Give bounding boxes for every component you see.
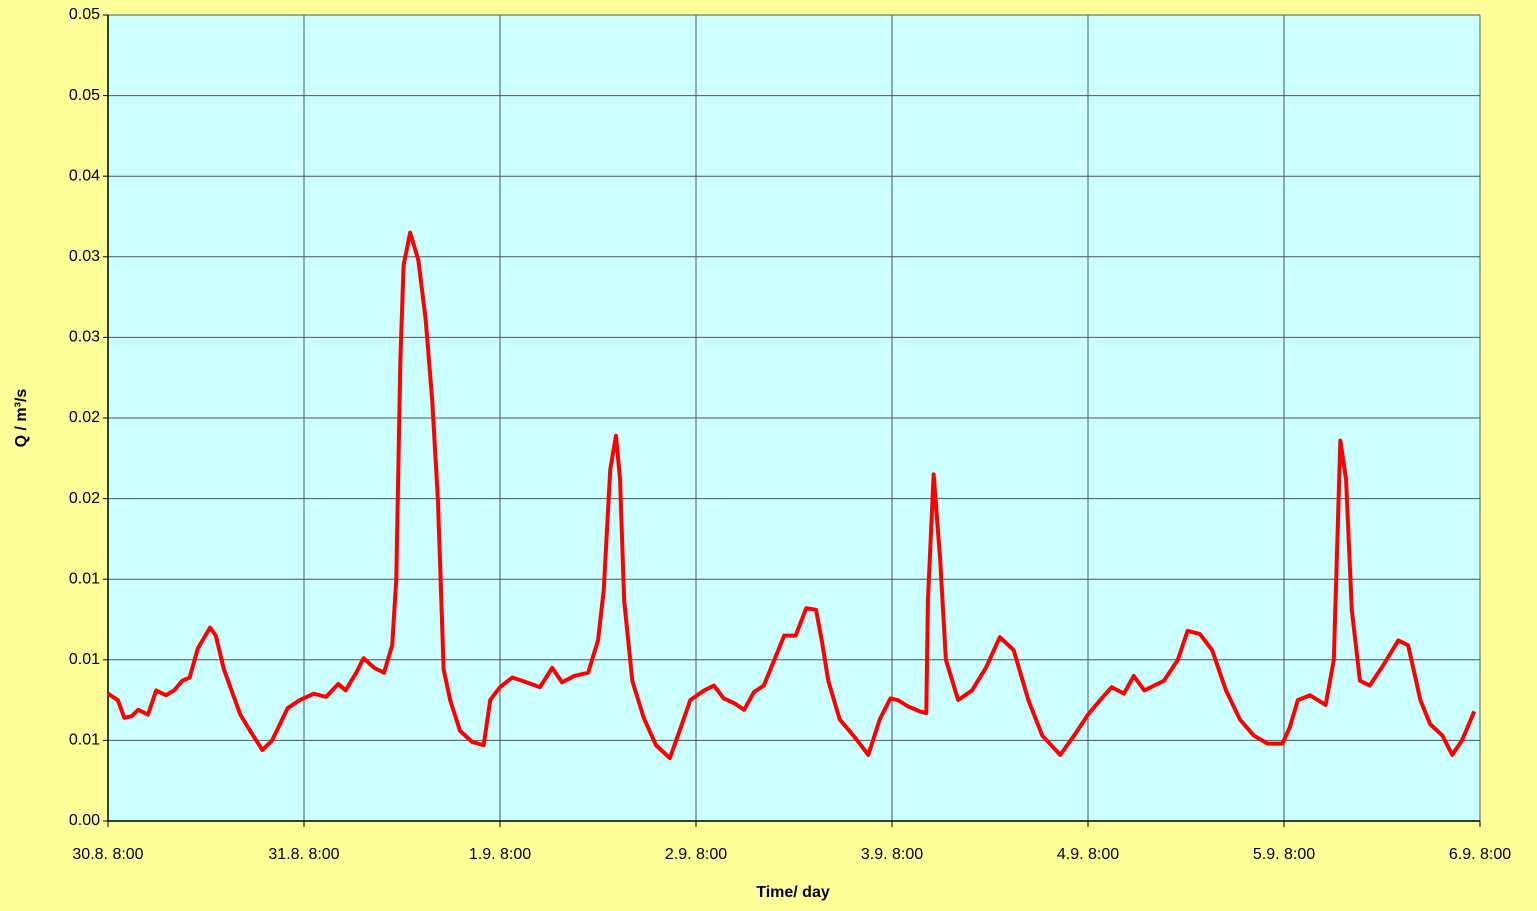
marks — [106, 230, 1477, 761]
y-tick-label: 0.03 — [69, 329, 100, 346]
y-axis-title: Q / m³/s — [13, 389, 30, 448]
y-tick-label: 0.01 — [69, 651, 100, 668]
x-tick-label: 2.9. 8:00 — [665, 846, 727, 863]
x-axis-title: Time/ day — [756, 884, 830, 901]
y-tick-label: 0.01 — [69, 570, 100, 587]
y-tick-label: 0.02 — [69, 490, 100, 507]
grid — [103, 14, 1481, 827]
x-tick-label: 1.9. 8:00 — [469, 846, 531, 863]
y-tick-label: 0.05 — [69, 87, 100, 104]
x-tick-label: 4.9. 8:00 — [1057, 846, 1119, 863]
x-tick-label: 30.8. 8:00 — [72, 846, 143, 863]
x-tick-label: 6.9. 8:00 — [1449, 846, 1511, 863]
y-tick-label: 0.00 — [69, 812, 100, 829]
x-tick-label: 3.9. 8:00 — [861, 846, 923, 863]
y-tick-label: 0.04 — [69, 167, 100, 184]
y-tick-label: 0.02 — [69, 409, 100, 426]
y-tick-label: 0.01 — [69, 732, 100, 749]
x-tick-label: 31.8. 8:00 — [268, 846, 339, 863]
x-tick-label: 5.9. 8:00 — [1253, 846, 1315, 863]
data-line — [106, 230, 1477, 761]
y-tick-label: 0.03 — [69, 248, 100, 265]
y-tick-label: 0.05 — [69, 6, 100, 23]
